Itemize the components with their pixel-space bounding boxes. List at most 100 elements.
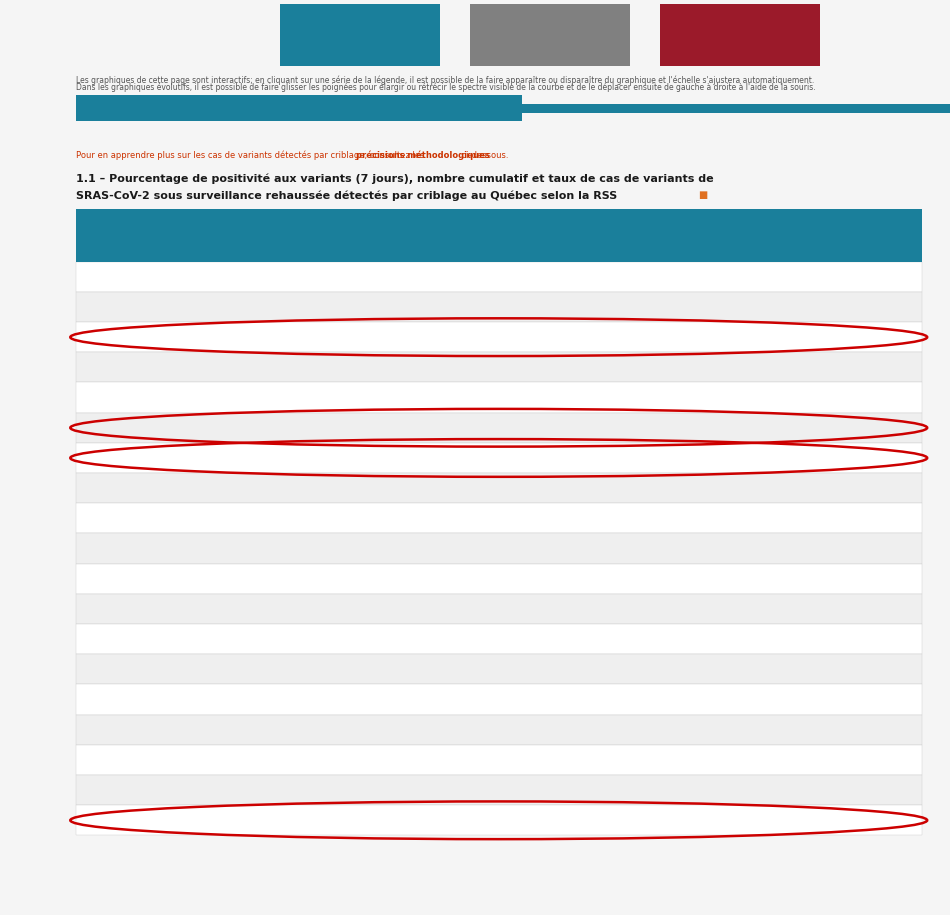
Text: +8: +8 (730, 484, 742, 492)
Text: ci-dessous.: ci-dessous. (459, 151, 508, 160)
Text: Ensemble du Québec: Ensemble du Québec (86, 816, 187, 824)
Text: 1.1 – Pourcentage de positivité aux variants (7 jours), nombre cumulatif et taux: 1.1 – Pourcentage de positivité aux vari… (76, 174, 713, 184)
Text: 153,4: 153,4 (847, 665, 872, 673)
Text: cas (criblage): cas (criblage) (330, 45, 390, 54)
Text: CAS DE
VARIANTS: CAS DE VARIANTS (710, 225, 753, 245)
Text: positivité aux variants (7j): positivité aux variants (7j) (490, 45, 610, 54)
Text: 292,4: 292,4 (846, 816, 873, 824)
Text: 805: 805 (711, 665, 727, 673)
Text: +53: +53 (730, 635, 749, 643)
Text: +185: +185 (730, 333, 754, 341)
Text: 580,8: 580,8 (847, 454, 872, 462)
Text: 07 - Outaouais: 07 - Outaouais (86, 454, 149, 462)
Text: 372,5: 372,5 (847, 273, 872, 281)
Text: 04 - Mauricie et Centre-du-Québec: 04 - Mauricie et Centre-du-Québec (86, 363, 236, 371)
Text: 05 - Estrie: 05 - Estrie (86, 393, 130, 402)
Text: 99,8: 99,8 (850, 363, 869, 371)
Text: +1: +1 (730, 786, 743, 794)
Text: 100,0: 100,0 (560, 786, 584, 794)
Text: 97,6: 97,6 (562, 273, 581, 281)
Text: 40,3: 40,3 (850, 514, 869, 522)
Text: 25 124  (+ 764): 25 124 (+ 764) (302, 12, 418, 25)
Text: 14 - Lanaudière: 14 - Lanaudière (86, 665, 153, 673)
Text: 228: 228 (711, 303, 727, 311)
Text: +28: +28 (730, 665, 749, 673)
Text: SRAS-CoV-2 sous surveillance rehaussée détectés par criblage au Québec selon la : SRAS-CoV-2 sous surveillance rehaussée d… (76, 190, 618, 200)
Text: 57,5: 57,5 (562, 303, 582, 311)
Text: 3 514  (+ 71): 3 514 (+ 71) (692, 12, 788, 25)
Text: 10 - Nord-du-Québec: 10 - Nord-du-Québec (86, 544, 177, 553)
Text: +33: +33 (730, 393, 748, 402)
Text: +28: +28 (730, 363, 749, 371)
Text: cas (séquençage): cas (séquençage) (700, 45, 780, 54)
Text: 87,1: 87,1 (562, 454, 582, 462)
Text: 15 - Laurentides: 15 - Laurentides (86, 695, 156, 704)
Text: +764: +764 (730, 816, 754, 824)
Text: 1 252: 1 252 (702, 605, 727, 613)
Text: 01 - Bas-Saint-Laurent: 01 - Bas-Saint-Laurent (86, 273, 182, 281)
Text: 06 - Montréal: 06 - Montréal (86, 424, 143, 432)
Text: +8: +8 (730, 273, 742, 281)
Text: 844: 844 (711, 756, 727, 764)
Text: 71,3: 71,3 (562, 424, 582, 432)
Text: 02 - Saguenay–Lac-Saint-Jean: 02 - Saguenay–Lac-Saint-Jean (86, 303, 215, 311)
Text: ■: ■ (698, 190, 708, 200)
Text: 75,4: 75,4 (562, 635, 582, 643)
Text: 41,7: 41,7 (562, 484, 582, 492)
Text: 12 - Chaudière-Appalaches: 12 - Chaudière-Appalaches (86, 604, 202, 614)
Text: 1 – Variants détectés par criblage: 1 – Variants détectés par criblage (86, 102, 321, 114)
Text: 1 216: 1 216 (702, 695, 727, 704)
Text: 81,5: 81,5 (562, 695, 582, 704)
Text: TAUX POUR
100 000: TAUX POUR 100 000 (835, 225, 884, 245)
Text: 94,1: 94,1 (562, 575, 581, 583)
Text: 123,4: 123,4 (847, 726, 872, 734)
Text: 98,7: 98,7 (562, 333, 581, 341)
Text: +27: +27 (730, 605, 749, 613)
Text: 13 - Laval: 13 - Laval (86, 635, 128, 643)
Text: 09 - Côte-Nord: 09 - Côte-Nord (86, 514, 149, 522)
Text: 08 - Abitibi-Témiscamingue: 08 - Abitibi-Témiscamingue (86, 483, 201, 493)
Text: 372,6: 372,6 (847, 635, 872, 643)
Text: 192,0: 192,0 (847, 695, 872, 704)
Text: Inconnu: Inconnu (86, 756, 120, 764)
Text: +2: +2 (730, 575, 743, 583)
Text: 39: 39 (716, 786, 727, 794)
Text: 72,8: 72,8 (562, 726, 582, 734)
Text: 25 124: 25 124 (694, 816, 727, 824)
Text: +152: +152 (730, 424, 754, 432)
Text: +17: +17 (730, 756, 749, 764)
Text: 16 - Montérégie: 16 - Montérégie (86, 725, 154, 735)
Text: 84,0: 84,0 (562, 363, 582, 371)
Text: 5 844: 5 844 (702, 333, 727, 341)
Text: 733: 733 (711, 273, 727, 281)
Text: 72,5: 72,5 (562, 393, 582, 402)
Text: 36: 36 (715, 514, 727, 522)
Text: 96,3: 96,3 (562, 605, 581, 613)
Text: 81,0 %: 81,0 % (519, 9, 581, 27)
Text: 81,0: 81,0 (561, 816, 583, 824)
Text: +35: +35 (730, 695, 749, 704)
Text: +18: +18 (730, 303, 749, 311)
Text: 153,7: 153,7 (847, 484, 872, 492)
Text: précisions méthodologiques: précisions méthodologiques (356, 151, 490, 160)
Text: % POSITIVITÉ AUX VARIANTS
7 JOURS: % POSITIVITÉ AUX VARIANTS 7 JOURS (510, 225, 635, 245)
Text: 523: 523 (711, 363, 727, 371)
Text: +87: +87 (730, 726, 748, 734)
Text: 0,0: 0,0 (565, 544, 580, 553)
Text: 2 349: 2 349 (702, 454, 727, 462)
Text: 72,1: 72,1 (562, 756, 582, 764)
Text: 82,2: 82,2 (850, 303, 869, 311)
Text: 112,9: 112,9 (847, 393, 872, 402)
Text: 768,8: 768,8 (847, 333, 872, 341)
Text: 227: 227 (711, 484, 727, 492)
Text: Hors Québec: Hors Québec (86, 786, 142, 794)
Text: 03 - Capitale-Nationale: 03 - Capitale-Nationale (86, 333, 185, 341)
Text: 1 782: 1 782 (702, 726, 727, 734)
Text: 6 978: 6 978 (702, 424, 727, 432)
Text: 11 - Gaspésie–Îles-de-la-Madeleine: 11 - Gaspésie–Îles-de-la-Madeleine (86, 574, 237, 584)
Text: 289,9: 289,9 (847, 605, 872, 613)
Text: Dans les graphiques évolutifs, il est possible de faire glisser les poignées pou: Dans les graphiques évolutifs, il est po… (76, 82, 816, 92)
Text: +82: +82 (730, 454, 749, 462)
Text: 48,0: 48,0 (850, 575, 869, 583)
Text: Les graphiques de cette page sont interactifs; en cliquant sur une série de la l: Les graphiques de cette page sont intera… (76, 75, 814, 84)
